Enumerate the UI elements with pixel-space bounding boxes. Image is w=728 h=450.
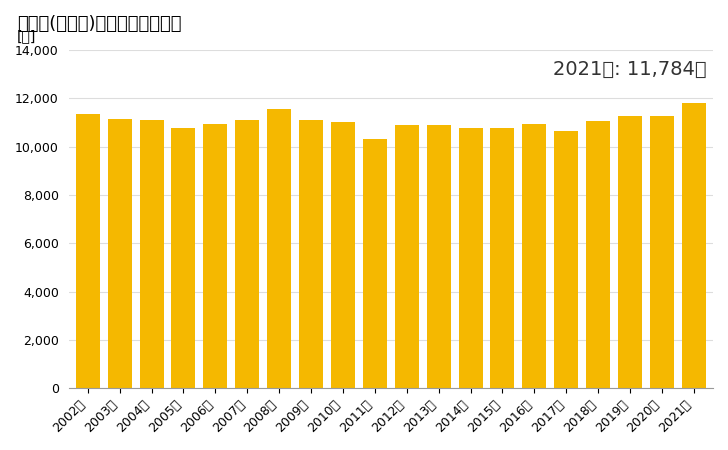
Text: [人]: [人] [17,29,36,43]
Bar [618,116,642,388]
Bar [491,128,515,388]
Bar [427,125,451,388]
Bar [172,128,195,388]
Bar [108,119,132,388]
Bar [76,114,100,388]
Bar [459,128,483,388]
Bar [682,104,706,388]
Bar [395,125,419,388]
Bar [523,124,546,388]
Bar [586,121,610,388]
Bar [267,109,291,388]
Bar [554,131,578,388]
Text: 2021年: 11,784人: 2021年: 11,784人 [553,60,707,79]
Bar [140,120,164,388]
Bar [235,120,259,388]
Bar [203,124,227,388]
Bar [331,122,355,388]
Bar [299,120,323,388]
Bar [650,116,674,388]
Bar [363,139,387,388]
Text: 周南市(山口県)の従業者数の推移: 周南市(山口県)の従業者数の推移 [17,15,181,33]
